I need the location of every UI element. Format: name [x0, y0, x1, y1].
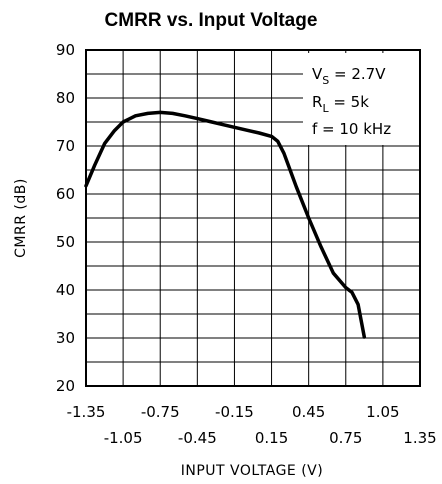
- x-tick-labels: -1.35 -0.75 -0.15 0.45 1.05 -1.05 -0.45 0.15 0.7…: [67, 403, 437, 447]
- y-tick-label: 50: [56, 233, 75, 251]
- x-axis-label: INPUT VOLTAGE (V): [181, 463, 323, 479]
- y-tick-label: 20: [56, 377, 75, 395]
- chart-title: CMRR vs. Input Voltage: [105, 10, 318, 31]
- x-tick-label: -0.75: [141, 403, 180, 421]
- series-line: [84, 110, 367, 339]
- annotation-box: VS = 2.7V RL = 5k f = 10 kHz: [303, 53, 419, 145]
- y-tick-label: 70: [56, 137, 75, 155]
- x-tick-label: 1.05: [366, 403, 399, 421]
- plot-frame: [85, 49, 421, 387]
- x-tick-label: 1.35: [403, 429, 436, 447]
- plot-border: [85, 49, 421, 387]
- annotation-background: [303, 53, 419, 145]
- x-tick-label: -0.45: [178, 429, 217, 447]
- y-tick-label: 60: [56, 185, 75, 203]
- x-tick-label: 0.75: [329, 429, 362, 447]
- y-tick-label: 40: [56, 281, 75, 299]
- y-tick-label: 90: [56, 41, 75, 59]
- x-tick-label: -1.35: [67, 403, 106, 421]
- y-tick-label: 30: [56, 329, 75, 347]
- x-tick-label: -1.05: [104, 429, 143, 447]
- y-tick-label: 80: [56, 89, 75, 107]
- y-tick-labels: 20 30 40 50 60 70 80 90: [56, 41, 75, 395]
- y-axis-label: CMRR (dB): [13, 178, 29, 258]
- series-lines: [84, 110, 367, 339]
- x-tick-label: 0.45: [292, 403, 325, 421]
- annotation-text: VS = 2.7V: [312, 65, 386, 87]
- x-tick-label: 0.15: [255, 429, 288, 447]
- annotation-text: RL = 5k: [312, 93, 369, 115]
- annotation-text: f = 10 kHz: [312, 120, 391, 138]
- x-tick-label: -0.15: [215, 403, 254, 421]
